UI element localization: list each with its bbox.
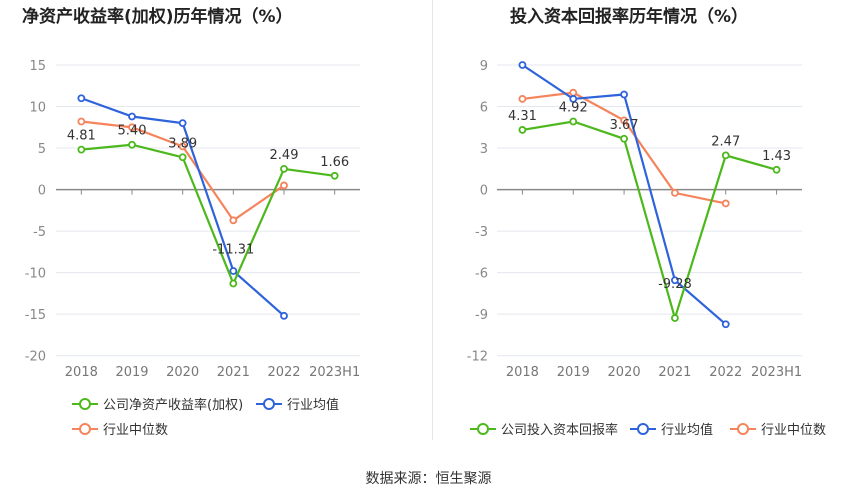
x-tick-label: 2020 [166,365,199,380]
data-point-median [569,88,578,97]
legend-industry-avg-right[interactable]: 行业均值 [630,419,713,438]
data-point-median [280,181,288,190]
divider [432,0,433,440]
legend-marker-icon [470,422,496,435]
data-label: -9.28 [658,277,692,292]
y-tick-label: -10 [25,267,46,282]
data-point-company [128,140,136,149]
x-tick-label: 2020 [608,365,641,380]
data-label: 4.81 [67,129,96,144]
data-point-avg [569,95,578,103]
data-point-avg [280,311,288,320]
data-point-avg [620,90,628,99]
series-line-avg [521,64,727,326]
data-point-company [569,117,578,126]
data-point-median [128,123,136,132]
data-label: 5.40 [118,124,147,139]
data-label: 4.92 [559,100,588,115]
data-point-median [77,117,86,126]
y-tick-label: -3 [475,225,488,240]
legend-label: 行业均值 [287,398,340,413]
legend-label: 行业中位数 [103,423,169,438]
legend-marker-icon [730,422,756,435]
y-tick-label: 15 [29,59,46,74]
legend-marker-icon [72,422,98,435]
legend-industry-avg[interactable]: 行业均值 [256,394,339,413]
data-label: 4.31 [508,109,537,124]
data-label: 2.49 [270,148,299,163]
x-tick-label: 2023H1 [309,365,360,380]
data-point-median [229,216,238,225]
data-point-company [518,126,527,134]
y-tick-label: -6 [475,267,488,282]
legend-marker-icon [72,397,98,410]
roic-line-chart: 9 6 3 0 -3 -6 -9 -12 2018 2019 2020 2021 2022 2023H1 4… [467,59,802,380]
legend-company-roic[interactable]: 公司投入资本回报率 [470,419,618,438]
data-source: 数据来源：恒生聚源 [365,471,492,487]
x-tick-label: 2021 [217,365,250,380]
data-label: 3.89 [168,136,197,151]
data-label: 2.47 [711,134,740,149]
right-chart-title: 投入资本回报率历年情况（%） [510,7,749,27]
legend-marker-icon [256,397,282,410]
x-tick-label: 2019 [115,365,148,380]
data-point-company [178,153,187,162]
x-tick-label: 2022 [267,365,300,380]
legend-industry-median[interactable]: 行业中位数 [72,419,168,438]
data-point-company [721,151,730,160]
legend-industry-median-right[interactable]: 行业中位数 [730,419,826,438]
y-tick-label: -9 [475,308,488,323]
data-point-avg [518,61,527,69]
y-tick-label: -15 [25,308,46,323]
legend-company-roe[interactable]: 公司净资产收益率(加权) [72,394,243,413]
y-tick-label: 0 [38,184,46,199]
x-tick-label: 2018 [65,365,98,380]
data-point-median [178,142,187,151]
data-point-avg [77,94,86,103]
data-point-avg [721,320,730,329]
data-point-company [671,314,679,322]
left-chart-title: 净资产收益率(加权)历年情况（%） [22,7,293,27]
x-tick-label: 2022 [709,365,742,380]
data-point-avg [671,276,679,285]
y-tick-label: 9 [480,59,488,74]
legend-label: 公司投入资本回报率 [501,423,619,438]
data-label: -11.31 [212,243,254,258]
x-tick-label: 2023H1 [751,365,802,380]
legend-label: 公司净资产收益率(加权) [103,398,244,413]
x-tick-label: 2019 [557,365,590,380]
legend-label: 行业均值 [661,423,714,438]
data-point-company [620,134,628,143]
data-point-company [229,279,238,288]
legend-marker-icon [630,422,656,435]
x-tick-label: 2021 [658,365,691,380]
y-tick-label: 6 [480,101,488,116]
data-point-avg [128,112,136,121]
data-label: 3.67 [610,118,639,133]
data-point-company [330,171,339,180]
data-point-median [671,189,679,197]
data-point-company [280,165,288,173]
data-point-avg [178,119,187,128]
data-label: 1.43 [762,149,791,164]
series-line-company [522,120,777,322]
x-tick-label: 2018 [506,365,539,380]
y-tick-label: -12 [467,350,488,365]
data-point-median [620,116,628,125]
y-tick-label: 0 [480,184,488,199]
roe-line-chart: 15 10 5 0 -5 -10 -15 -20 2018 2019 2020 2021 2022 202… [25,59,360,380]
legend-label: 行业中位数 [761,423,827,438]
data-point-median [518,95,527,103]
series-line-company [81,143,335,287]
data-point-avg [229,267,238,275]
data-label: 1.66 [320,155,349,170]
data-point-company [77,145,86,154]
y-tick-label: -20 [25,350,46,365]
y-tick-label: 10 [29,101,46,116]
data-point-company [772,165,781,174]
y-tick-label: 5 [38,142,46,157]
y-tick-label: -5 [33,225,46,240]
data-point-median [721,199,730,208]
y-tick-label: 3 [480,142,488,157]
